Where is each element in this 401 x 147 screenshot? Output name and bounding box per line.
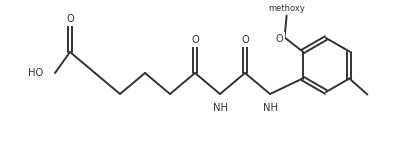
Text: methoxy: methoxy <box>268 4 305 13</box>
Text: O: O <box>241 35 249 45</box>
Text: HO: HO <box>28 68 43 78</box>
Text: O: O <box>66 14 74 24</box>
Text: O: O <box>276 34 284 44</box>
Text: NH: NH <box>213 103 227 113</box>
Text: O: O <box>191 35 199 45</box>
Text: NH: NH <box>263 103 277 113</box>
